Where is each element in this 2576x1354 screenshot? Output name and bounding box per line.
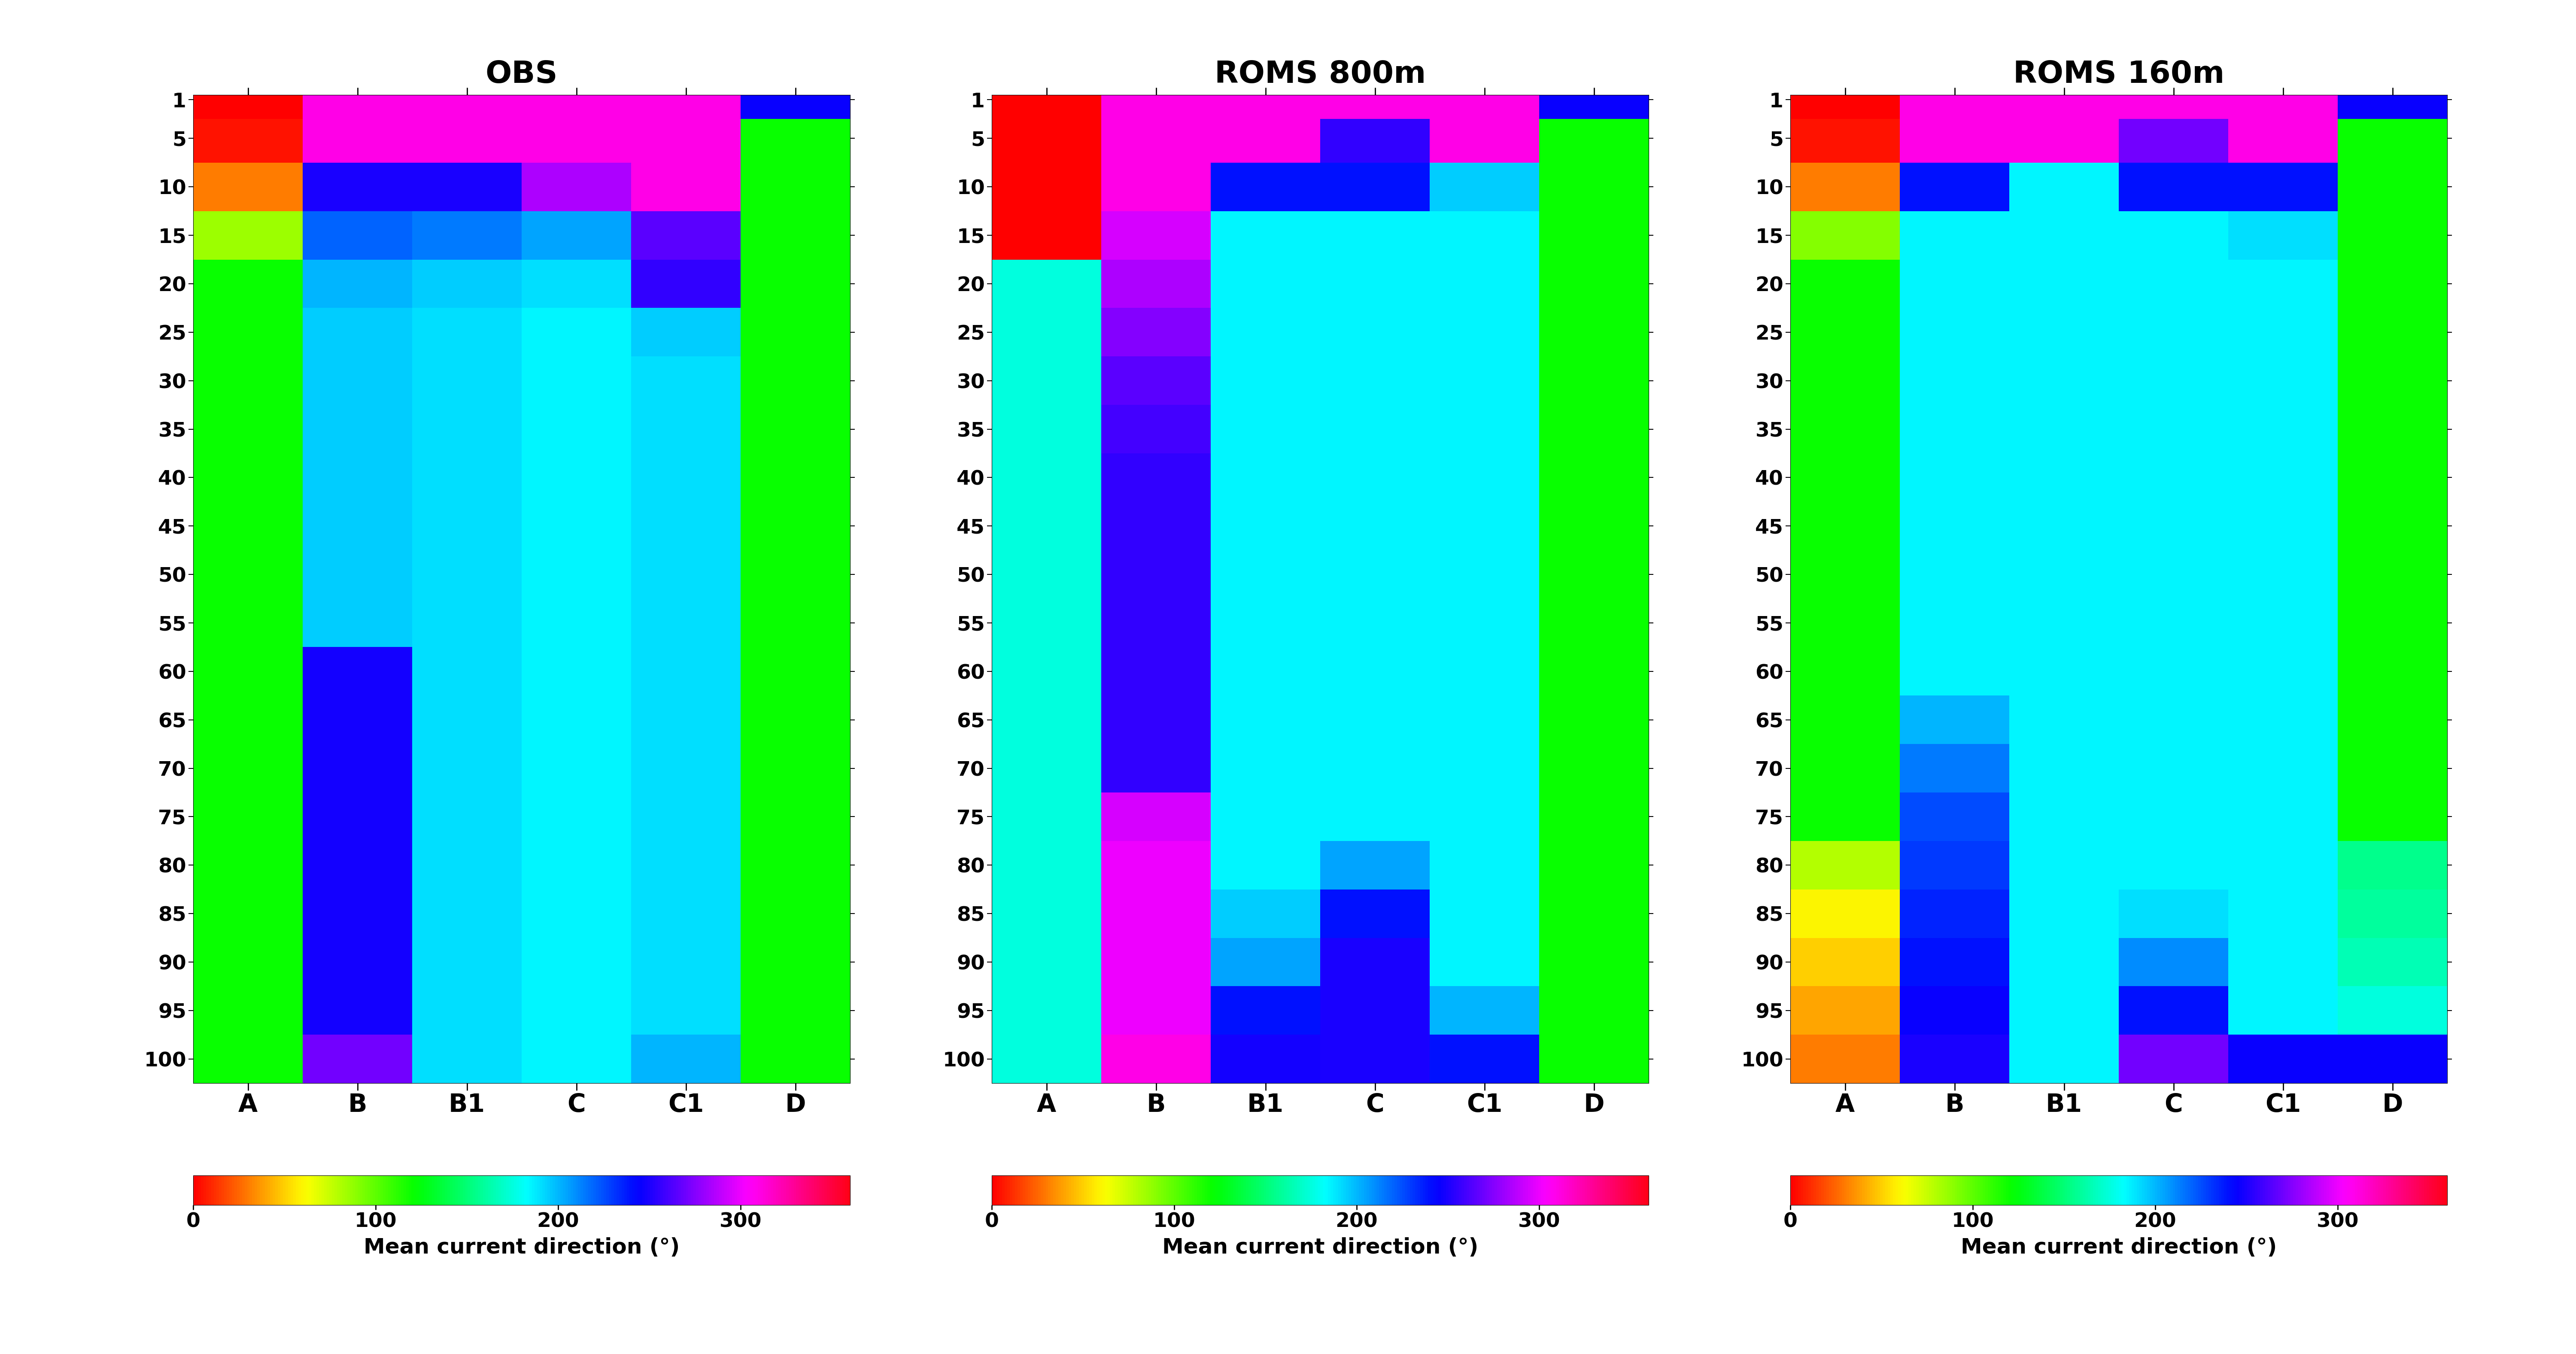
Title: OBS: OBS bbox=[484, 60, 559, 89]
Title: ROMS 800m: ROMS 800m bbox=[1213, 60, 1427, 89]
Title: ROMS 160m: ROMS 160m bbox=[2012, 60, 2226, 89]
X-axis label: Mean current direction (°): Mean current direction (°) bbox=[1162, 1238, 1479, 1258]
X-axis label: Mean current direction (°): Mean current direction (°) bbox=[363, 1238, 680, 1258]
X-axis label: Mean current direction (°): Mean current direction (°) bbox=[1960, 1238, 2277, 1258]
